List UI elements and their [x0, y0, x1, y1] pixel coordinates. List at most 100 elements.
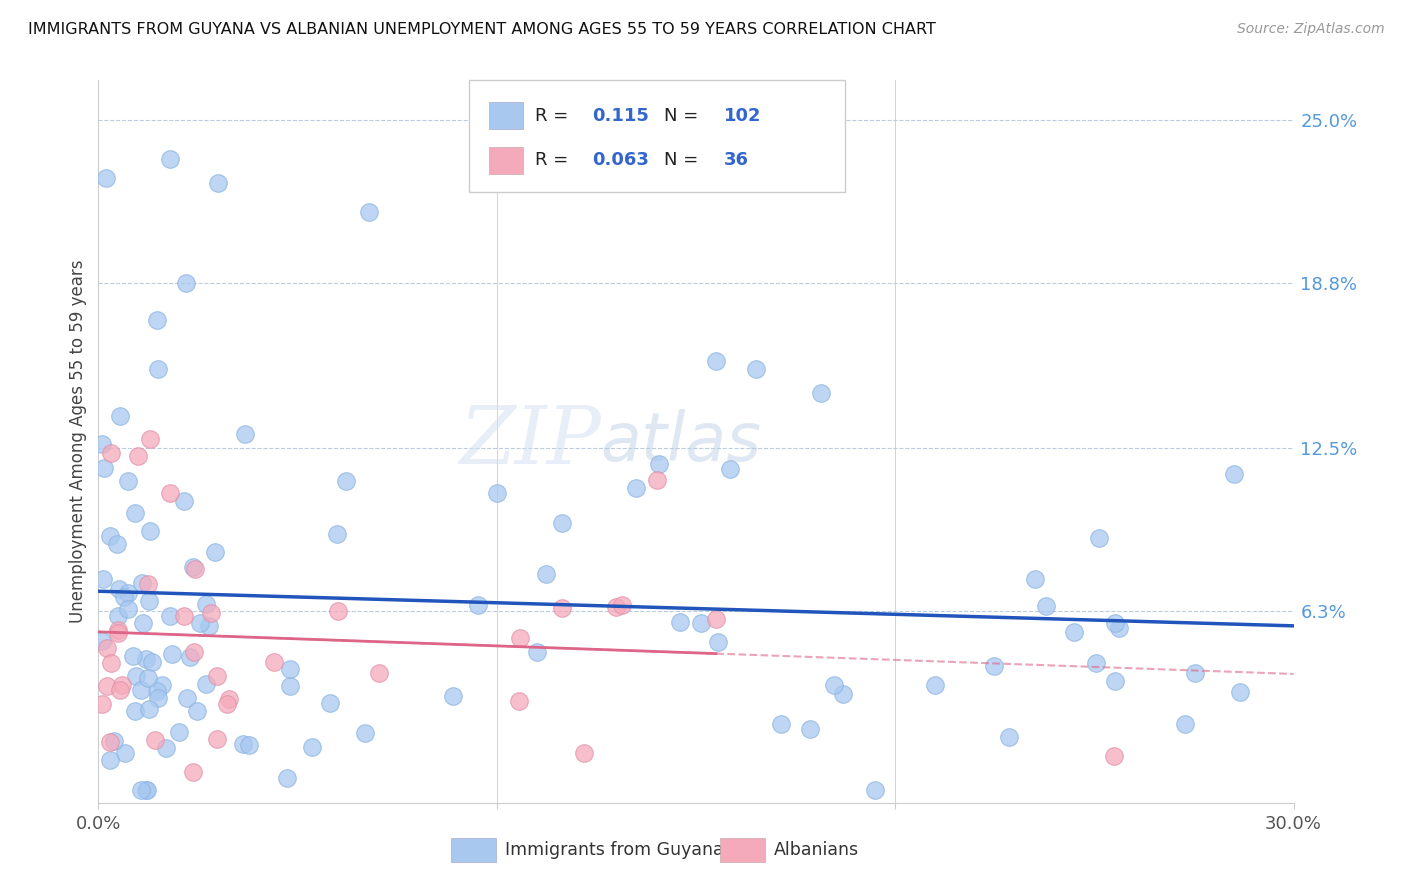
Point: [107, 625, 129, 640]
Text: 0.063: 0.063: [592, 152, 650, 169]
Point: [368, 665, 391, 680]
Point: [572, 746, 595, 760]
Point: [150, 678, 173, 692]
Point: [131, 575, 153, 590]
Point: [108, 582, 131, 597]
Y-axis label: Unemployment Among Ages 55 to 59 years: Unemployment Among Ages 55 to 59 years: [69, 260, 87, 624]
Point: [94, 170, 117, 185]
Point: [136, 672, 159, 686]
Point: [704, 354, 727, 368]
Point: [238, 738, 260, 752]
Point: [605, 599, 627, 614]
Point: [138, 594, 160, 608]
Point: [645, 473, 668, 487]
Point: [183, 560, 205, 574]
Point: [218, 692, 240, 706]
Point: [136, 576, 159, 591]
Point: [924, 677, 946, 691]
Point: [232, 737, 254, 751]
Point: [359, 204, 381, 219]
Point: [1085, 656, 1108, 670]
Point: [205, 731, 228, 746]
Point: [141, 656, 163, 670]
Point: [117, 602, 139, 616]
Text: Source: ZipAtlas.com: Source: ZipAtlas.com: [1237, 22, 1385, 37]
Point: [159, 485, 181, 500]
Point: [326, 527, 349, 541]
Point: [198, 619, 221, 633]
Point: [983, 659, 1005, 673]
Point: [127, 449, 149, 463]
Point: [1104, 748, 1126, 763]
Point: [124, 669, 146, 683]
Point: [354, 726, 377, 740]
Point: [718, 462, 741, 476]
Point: [124, 705, 146, 719]
Point: [1108, 622, 1130, 636]
Text: atlas: atlas: [600, 409, 762, 475]
Point: [103, 733, 125, 747]
Point: [124, 507, 146, 521]
Point: [551, 516, 574, 531]
Point: [155, 741, 177, 756]
Point: [132, 615, 155, 630]
Point: [96, 679, 118, 693]
Text: Albanians: Albanians: [773, 841, 859, 859]
Point: [1184, 666, 1206, 681]
Point: [100, 656, 122, 670]
Point: [179, 650, 201, 665]
Point: [184, 562, 207, 576]
Point: [1024, 573, 1046, 587]
Point: [276, 771, 298, 785]
Point: [173, 494, 195, 508]
Point: [129, 782, 152, 797]
Point: [204, 545, 226, 559]
Point: [100, 446, 122, 460]
Point: [129, 682, 152, 697]
Text: 102: 102: [724, 107, 761, 125]
Point: [146, 683, 169, 698]
Point: [183, 765, 205, 780]
Bar: [720, 838, 765, 862]
Point: [1104, 616, 1126, 631]
Point: [215, 697, 238, 711]
Point: [93, 460, 115, 475]
Point: [745, 362, 768, 376]
Point: [508, 693, 530, 707]
Point: [1035, 599, 1057, 613]
FancyBboxPatch shape: [470, 80, 845, 193]
Point: [98, 735, 121, 749]
Point: [233, 427, 256, 442]
Point: [136, 782, 159, 797]
Point: [278, 662, 301, 676]
Point: [534, 567, 557, 582]
Point: [509, 632, 531, 646]
Point: [183, 645, 205, 659]
Point: [301, 739, 323, 754]
Point: [91, 572, 114, 586]
Point: [1229, 685, 1251, 699]
Text: 0.115: 0.115: [592, 107, 650, 125]
Bar: [489, 147, 523, 174]
Text: R =: R =: [534, 107, 574, 125]
Bar: [451, 838, 496, 862]
Point: [135, 652, 157, 666]
Point: [117, 475, 139, 489]
Point: [98, 753, 121, 767]
Point: [669, 615, 692, 630]
Point: [997, 730, 1019, 744]
Point: [108, 409, 131, 423]
Point: [441, 689, 464, 703]
Point: [810, 386, 832, 401]
Point: [107, 608, 129, 623]
Point: [159, 608, 181, 623]
Point: [205, 669, 228, 683]
Point: [551, 601, 574, 615]
Point: [335, 474, 357, 488]
Point: [188, 616, 211, 631]
Point: [526, 645, 548, 659]
Point: [1063, 625, 1085, 640]
Point: [707, 634, 730, 648]
Point: [173, 609, 195, 624]
Point: [1223, 467, 1246, 482]
